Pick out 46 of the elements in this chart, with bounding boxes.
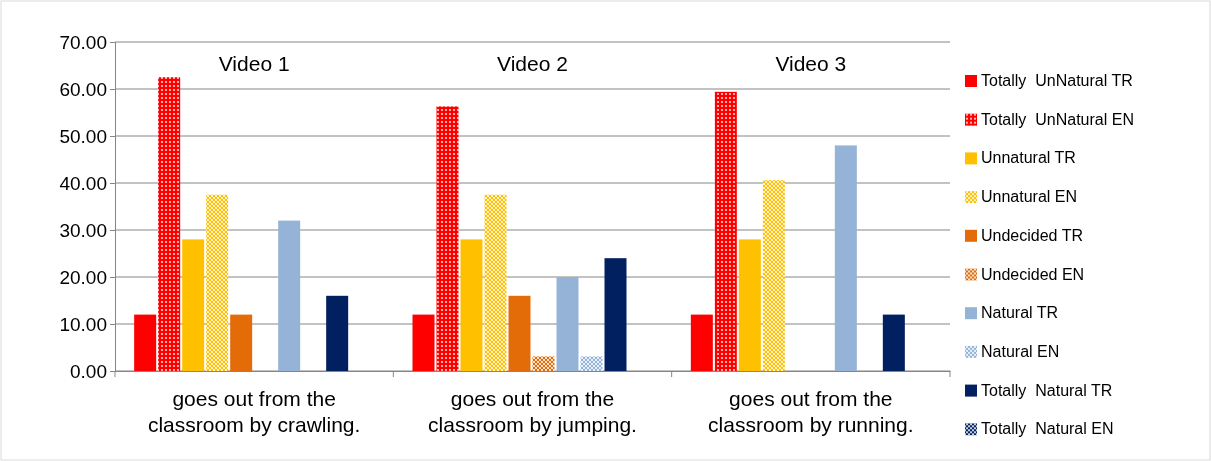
y-tick-label: 0.00 <box>70 360 107 382</box>
bar <box>508 295 531 371</box>
bar <box>738 239 761 371</box>
bar <box>158 77 181 371</box>
bar <box>278 220 301 371</box>
bar <box>412 314 435 371</box>
annotation: Video 1 <box>218 52 290 75</box>
legend-label: Undecided EN <box>981 265 1085 283</box>
x-tick-label: goes out from the classroom by jumping. <box>428 387 637 436</box>
y-tick-label: 30.00 <box>59 219 107 241</box>
bar <box>326 295 349 371</box>
bar <box>182 239 205 371</box>
bar <box>690 314 713 371</box>
annotation: Video 3 <box>775 52 847 75</box>
x-tick-label: goes out from the classroom by running. <box>708 387 914 436</box>
bar <box>436 106 459 371</box>
bar <box>714 91 737 371</box>
bar <box>834 145 857 371</box>
bar <box>556 277 579 371</box>
legend-label: Totally Natural TR <box>981 381 1113 399</box>
bar <box>206 194 229 371</box>
legend-label: Natural EN <box>981 342 1060 360</box>
annotation: Video 2 <box>497 52 568 75</box>
bar <box>460 239 483 371</box>
legend-label: Unnatural EN <box>981 188 1078 206</box>
y-tick-label: 20.00 <box>59 266 107 288</box>
legend-label: Totally UnNatural EN <box>981 110 1134 128</box>
legend-label: Totally Natural EN <box>981 420 1114 438</box>
bar <box>484 194 507 371</box>
bar <box>580 356 603 371</box>
legend-label: Unnatural TR <box>981 149 1076 167</box>
bar <box>762 180 785 371</box>
y-tick-label: 40.00 <box>59 172 107 194</box>
y-tick-label: 60.00 <box>59 78 107 100</box>
legend-label: Undecided TR <box>981 226 1083 244</box>
bar <box>604 258 627 371</box>
bar <box>532 356 555 371</box>
bar <box>230 314 253 371</box>
x-tick-label: goes out from the classroom by crawling. <box>147 387 361 436</box>
y-tick-label: 70.00 <box>59 31 107 53</box>
bar <box>882 314 905 371</box>
y-tick-label: 50.00 <box>59 125 107 147</box>
legend-label: Natural TR <box>981 304 1059 322</box>
bar <box>134 314 157 371</box>
legend-label: Totally UnNatural TR <box>981 72 1133 89</box>
y-tick-label: 10.00 <box>59 313 107 335</box>
